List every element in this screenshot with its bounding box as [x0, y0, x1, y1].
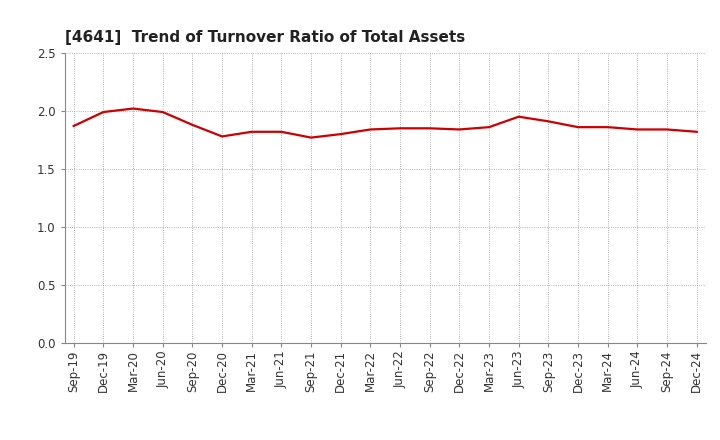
Text: [4641]  Trend of Turnover Ratio of Total Assets: [4641] Trend of Turnover Ratio of Total … [65, 29, 465, 45]
